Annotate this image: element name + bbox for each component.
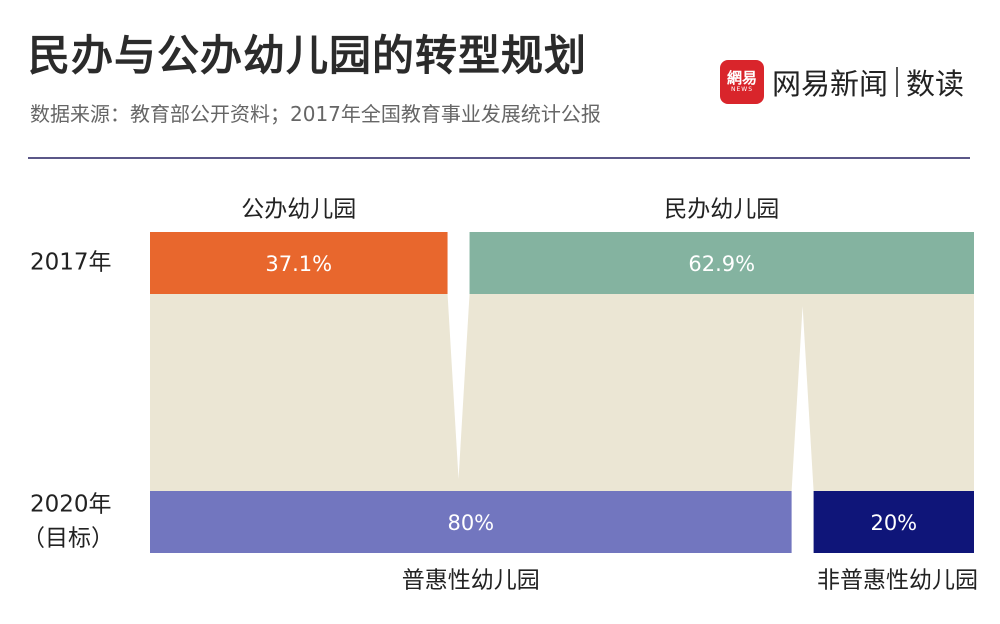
brand-separator <box>896 67 899 97</box>
brand-name: 网易新闻 <box>772 67 889 101</box>
data-label-2017-private: 62.9% <box>688 252 755 276</box>
chart-source: 数据来源：教育部公开资料；2017年全国教育事业发展统计公报 <box>30 102 601 126</box>
logo-mark-cn: 網易 <box>726 69 757 87</box>
data-label-2020-non-inclusive: 20% <box>870 511 917 535</box>
flow-band <box>150 294 974 491</box>
bar-2017-private <box>469 232 974 294</box>
header-divider <box>28 157 970 159</box>
chart-title: 民办与公办幼儿园的转型规划 <box>28 31 588 80</box>
row-label-2017: 2017年 <box>30 250 112 276</box>
category-label-2020-non-inclusive: 非普惠性幼儿园 <box>817 568 978 594</box>
category-label-2017-private: 民办幼儿园 <box>664 197 779 223</box>
category-label-2020-inclusive: 普惠性幼儿园 <box>402 568 540 594</box>
netease-news-logo-icon: 網易 NEWS <box>720 60 764 104</box>
category-label-2017-public: 公办幼儿园 <box>241 197 356 223</box>
data-label-2020-inclusive: 80% <box>447 511 494 535</box>
row-label-2020-target: （目标） <box>22 526 114 552</box>
data-label-2017-public: 37.1% <box>265 252 332 276</box>
logo-mark-en: NEWS <box>730 86 754 93</box>
bar-2020-non-inclusive <box>813 491 974 553</box>
row-label-2020: 2020年 <box>30 492 112 518</box>
brand-logo: 網易 NEWS 网易新闻 数读 <box>720 60 964 104</box>
brand-column: 数读 <box>906 67 965 101</box>
bar-2017-public <box>150 232 448 294</box>
bar-2020-inclusive <box>150 491 792 553</box>
